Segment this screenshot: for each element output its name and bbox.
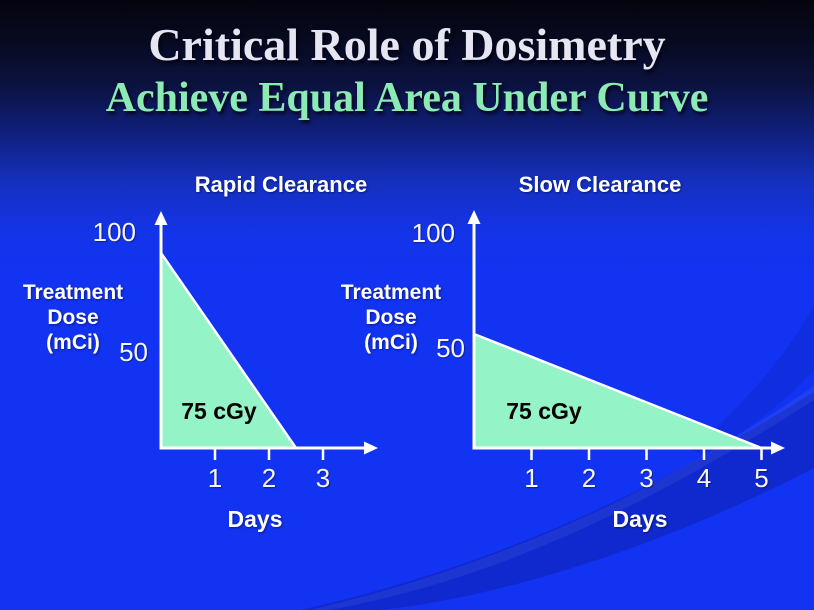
x-axis-arrowhead [771, 441, 785, 455]
x-tick-label: 1 [207, 463, 223, 493]
x-axis-label-left: Days [227, 506, 283, 532]
chart-title-rapid-clearance: Rapid Clearance [194, 172, 368, 197]
swoosh-dark-band [300, 392, 814, 610]
dose-area-curve [472, 332, 763, 450]
x-tick-label: 2 [581, 463, 597, 493]
y-tick-label-100-left: 100 [92, 217, 136, 247]
slide-subtitle: Achieve Equal Area Under Curve [105, 75, 709, 121]
y-axis-label-line: Dose [365, 306, 417, 329]
x-axis-label-right: Days [612, 506, 668, 532]
y-axis-label-right: Treatment Dose (mCi) [326, 280, 456, 355]
y-axis-arrowhead [154, 211, 168, 225]
x-axis-arrowhead [364, 441, 378, 455]
x-tick-label: 3 [639, 463, 654, 493]
slide-title: Critical Role of Dosimetry [148, 19, 666, 70]
x-tick-label: 2 [261, 463, 277, 493]
y-axis-label-line: Dose [47, 306, 99, 329]
y-axis-arrowhead [467, 210, 481, 224]
y-axis-label-left: Treatment Dose (mCi) [8, 280, 138, 355]
y-tick-label-100-right: 100 [411, 218, 455, 248]
y-axis-label-line: Treatment [22, 281, 124, 304]
y-axis-label-line: (mCi) [46, 331, 100, 354]
x-tick-label: 3 [315, 463, 331, 493]
x-tick-label: 4 [696, 463, 712, 493]
y-axis-label-line: Treatment [340, 281, 442, 304]
y-tick-label-50-right: 50 [436, 333, 465, 363]
x-tick-label: 1 [524, 463, 539, 493]
y-axis-label-line: (mCi) [364, 331, 418, 354]
area-dose-label-right: 75 cGy [506, 398, 582, 424]
y-tick-label-50-left: 50 [119, 337, 148, 367]
x-tick-label: 5 [754, 463, 769, 493]
chart-title-slow-clearance: Slow Clearance [518, 172, 682, 197]
area-dose-label-left: 75 cGy [181, 398, 257, 424]
